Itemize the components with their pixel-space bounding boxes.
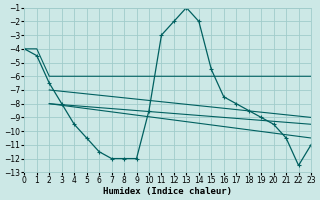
X-axis label: Humidex (Indice chaleur): Humidex (Indice chaleur) [103, 187, 232, 196]
